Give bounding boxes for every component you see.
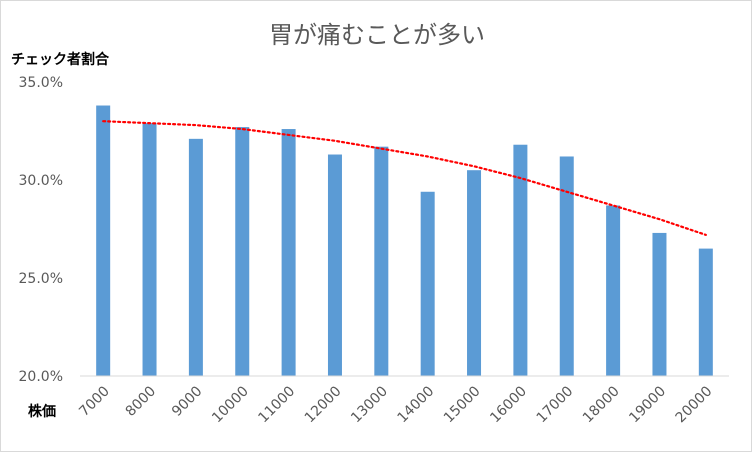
bar-20000 <box>698 248 713 376</box>
bar-18000 <box>606 205 621 376</box>
bar-9000 <box>188 138 203 376</box>
bar-7000 <box>96 105 111 377</box>
bar-14000 <box>420 191 435 376</box>
x-tick-label: 10000 <box>209 383 252 426</box>
x-tick-label: 8000 <box>123 383 160 420</box>
bar-series <box>96 105 713 377</box>
bar-12000 <box>327 154 342 376</box>
trendline <box>102 120 707 236</box>
x-axis-label: 株価 <box>28 403 56 420</box>
bar-13000 <box>374 146 389 376</box>
y-axis-label: チェック者割合 <box>11 51 110 68</box>
x-tick-label: 9000 <box>169 383 206 420</box>
x-tick-label: 20000 <box>673 383 716 426</box>
x-tick-label: 14000 <box>395 383 438 426</box>
x-tick-label: 7000 <box>76 383 113 420</box>
x-tick-label: 19000 <box>626 383 669 426</box>
trendline-layer <box>102 120 707 236</box>
bar-16000 <box>513 144 528 376</box>
bar-15000 <box>467 170 482 376</box>
x-tick-label: 12000 <box>302 383 345 426</box>
bar-10000 <box>235 127 250 376</box>
x-tick-label: 16000 <box>487 383 530 426</box>
x-tick-label: 17000 <box>534 383 577 426</box>
bar-11000 <box>281 129 296 376</box>
x-tick-labels: 7000 8000 9000 10000 11000 12000 13000 14000 150… <box>76 383 715 426</box>
chart-title: 胃が痛むことが多い <box>269 21 485 49</box>
x-tick-label: 13000 <box>348 383 391 426</box>
y-tick-label: 20.0% <box>19 369 63 385</box>
bar-19000 <box>652 232 667 376</box>
bar-8000 <box>142 123 157 376</box>
y-tick-label: 25.0% <box>19 271 63 287</box>
bar-17000 <box>559 156 574 376</box>
y-tick-label: 35.0% <box>19 75 63 91</box>
y-tick-labels: 20.0% 25.0% 30.0% 35.0% <box>19 75 63 385</box>
y-tick-label: 30.0% <box>19 173 63 189</box>
x-tick-label: 15000 <box>441 383 484 426</box>
x-tick-label: 11000 <box>255 383 298 426</box>
x-tick-label: 18000 <box>580 383 623 426</box>
